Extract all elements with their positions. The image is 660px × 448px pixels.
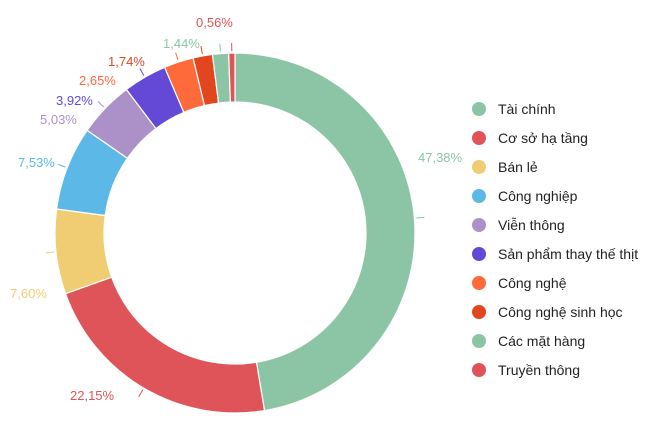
slice-label-4: 7,53% — [18, 155, 55, 170]
legend-swatch — [472, 362, 486, 377]
legend-label: Tài chính — [498, 100, 556, 117]
slice-label-6: 3,92% — [56, 93, 93, 108]
leader-line-5 — [97, 101, 105, 108]
legend-swatch — [472, 333, 486, 348]
slice-label-1: 47,38% — [418, 150, 463, 165]
legend-swatch — [472, 188, 486, 203]
legend-label: Cơ sở hạ tầng — [498, 129, 588, 146]
legend-item: Viễn thông — [472, 210, 638, 239]
slice-label-10: 0,56% — [196, 15, 233, 30]
slice-label-3: 7,60% — [10, 286, 47, 301]
legend-item: Công nghiệp — [472, 181, 638, 210]
legend-swatch — [472, 304, 486, 319]
slice-labels: 47,38% 22,15% 7,60% 7,53% 5,03% 3,92% 2,65% 1,7… — [10, 15, 463, 403]
donut-slices — [54, 52, 416, 414]
legend-swatch — [472, 101, 486, 116]
legend-swatch — [472, 217, 486, 232]
leader-line-4 — [57, 163, 66, 168]
legend-item: Bán lẻ — [472, 152, 638, 181]
legend-item: Công nghệ sinh học — [472, 297, 638, 326]
slice-label-8: 1,74% — [108, 54, 145, 69]
label-leader-lines — [45, 43, 425, 398]
leader-line-3 — [45, 251, 55, 254]
legend-label: Viễn thông — [498, 216, 565, 233]
slice-label-9: 1,44% — [163, 36, 200, 51]
leader-line-7 — [175, 52, 179, 61]
legend-item: Cơ sở hạ tầng — [472, 123, 638, 152]
legend-item: Truyền thông — [472, 355, 638, 384]
legend-swatch — [472, 159, 486, 174]
chart-legend: Tài chính Cơ sở hạ tầng Bán lẻ Công nghiệp V… — [472, 94, 638, 384]
slice-label-7: 2,65% — [79, 73, 116, 88]
legend-label: Công nghiệp — [498, 187, 578, 204]
legend-item: Công nghệ — [472, 268, 638, 297]
slice-label-5: 5,03% — [40, 112, 77, 127]
legend-swatch — [472, 130, 486, 145]
legend-swatch — [472, 275, 486, 290]
leader-line-9 — [219, 43, 221, 52]
legend-label: Công nghệ — [498, 274, 567, 291]
legend-label: Truyền thông — [498, 361, 580, 378]
legend-item: Các mặt hàng — [472, 326, 638, 355]
leader-line-1 — [416, 216, 425, 219]
leader-line-8 — [200, 45, 203, 55]
legend-label: Các mặt hàng — [498, 332, 586, 349]
legend-item: Tài chính — [472, 94, 638, 123]
legend-label: Công nghệ sinh học — [498, 303, 623, 320]
slice-10 — [228, 52, 236, 103]
legend-swatch — [472, 246, 486, 261]
legend-label: Sản phẩm thay thế thịt — [498, 245, 639, 262]
legend-item: Sản phẩm thay thế thịt — [472, 239, 638, 268]
slice-label-2: 22,15% — [70, 388, 115, 403]
legend-label: Bán lẻ — [498, 158, 538, 175]
slice-1 — [234, 52, 416, 412]
leader-line-6 — [139, 68, 145, 76]
leader-line-2 — [138, 389, 144, 398]
